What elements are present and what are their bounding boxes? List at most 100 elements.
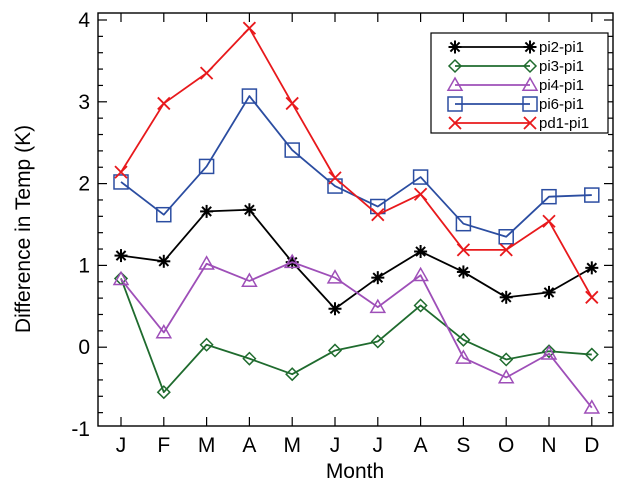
marker-stroke: [458, 266, 469, 278]
marker-stroke: [372, 272, 384, 283]
data-point: [199, 337, 214, 352]
legend-marker: [521, 76, 539, 91]
series-group: [112, 21, 601, 414]
legend-marker: [446, 76, 464, 91]
marker-stroke: [524, 41, 536, 53]
y-tick-label: -1: [71, 418, 90, 441]
marker-stroke: [157, 96, 171, 111]
data-point: [583, 399, 601, 414]
marker-stroke: [285, 96, 299, 111]
marker-stroke: [499, 243, 513, 257]
legend-marker: [448, 116, 462, 130]
marker-stroke: [242, 21, 257, 35]
x-tick-label: M: [198, 434, 216, 457]
data-point: [456, 265, 470, 279]
data-point: [584, 347, 599, 362]
data-point: [541, 188, 557, 205]
series-pi4-pi1: [112, 253, 601, 414]
legend-entry: pi4-pi1: [446, 76, 584, 94]
data-point: [327, 343, 343, 358]
data-point: [285, 96, 299, 111]
data-point: [499, 352, 514, 367]
plot-frame: [97, 12, 614, 427]
data-point: [157, 254, 171, 268]
y-tick-label: 0: [78, 336, 90, 359]
legend-entry: pi3-pi1: [447, 58, 584, 75]
legend-label: pi6-pi1: [539, 96, 584, 113]
data-point: [114, 249, 128, 263]
x-tick-label: D: [584, 434, 599, 457]
data-point: [412, 169, 429, 185]
data-point: [241, 272, 258, 287]
marker-stroke: [158, 256, 170, 267]
data-point: [241, 88, 258, 104]
legend-marker: [448, 40, 462, 54]
marker-stroke: [585, 290, 599, 304]
data-point: [412, 266, 429, 282]
data-point: [328, 302, 342, 316]
marker-stroke: [413, 187, 428, 201]
series-pi2-pi1: [114, 203, 599, 316]
data-point: [326, 269, 344, 284]
marker-stroke: [543, 287, 555, 298]
series-line: [120, 278, 592, 394]
data-point: [370, 334, 385, 349]
series-pd1-pi1: [114, 21, 599, 304]
series-line: [120, 208, 593, 310]
marker-stroke: [244, 204, 255, 216]
data-point: [542, 214, 556, 228]
data-point: [200, 204, 214, 218]
marker-stroke: [329, 303, 341, 315]
data-point: [199, 66, 214, 80]
marker-stroke: [449, 41, 461, 53]
data-point: [284, 142, 300, 158]
x-tick-label: F: [157, 434, 170, 457]
data-point: [156, 385, 171, 400]
data-point: [498, 229, 514, 245]
x-tick-label: M: [283, 434, 301, 457]
marker-stroke: [448, 116, 462, 130]
x-tick-label: J: [116, 434, 127, 457]
data-point: [242, 203, 256, 217]
legend-entry: pi2-pi1: [448, 39, 584, 56]
y-tick-label: 4: [78, 9, 90, 32]
series-pi3-pi1: [113, 271, 599, 400]
marker-stroke: [115, 250, 127, 261]
series-line: [120, 27, 593, 298]
legend-marker: [447, 58, 463, 74]
data-point: [285, 367, 300, 382]
legend-label: pi2-pi1: [539, 39, 584, 56]
series-line: [120, 261, 593, 409]
data-point: [499, 290, 513, 304]
data-point: [156, 206, 172, 223]
legend-label: pi3-pi1: [539, 58, 584, 75]
data-point: [542, 285, 556, 299]
legend-marker: [523, 40, 537, 54]
data-point: [113, 174, 129, 190]
y-tick-label: 1: [78, 254, 90, 277]
data-point: [414, 244, 428, 258]
data-point: [456, 332, 471, 347]
data-point: [499, 243, 513, 257]
x-tick-label: N: [541, 434, 556, 457]
marker-stroke: [523, 116, 537, 130]
legend-label: pi4-pi1: [539, 77, 584, 94]
data-point: [497, 368, 515, 384]
x-tick-label: O: [498, 434, 514, 457]
data-point: [584, 187, 600, 203]
x-tick-label: A: [414, 434, 428, 457]
data-point: [242, 351, 257, 366]
y-tick-label: 2: [78, 173, 90, 196]
legend-marker: [523, 116, 537, 130]
marker-stroke: [114, 165, 128, 179]
legend: pi2-pi1 pi3-pi1 pi4-pi1 pi6-pi1 pd1-pi1: [430, 32, 609, 134]
marker-stroke: [456, 243, 471, 257]
data-point: [456, 243, 471, 257]
marker-stroke: [371, 208, 385, 222]
x-tick-label: J: [373, 434, 384, 457]
y-tick-label: 3: [78, 91, 90, 114]
data-point: [413, 298, 428, 313]
data-point: [371, 271, 385, 285]
data-point: [371, 208, 385, 222]
